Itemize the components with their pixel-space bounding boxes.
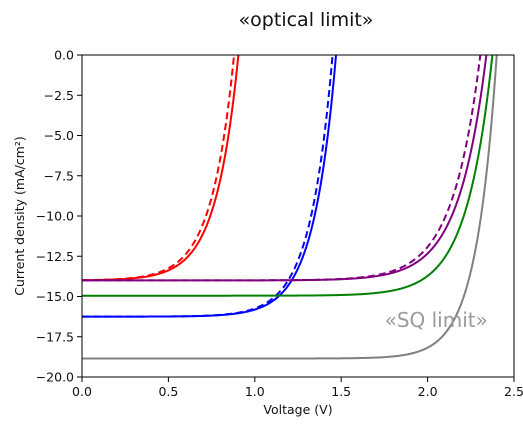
y-axis-ticks: 0.0 −2.5 −5.0 −7.5 −10.0 −12.5 −15.0 −17.5 −20.0: [36, 48, 82, 385]
y-tick-label: −15.0: [36, 289, 74, 304]
series-line-2: [82, 54, 338, 318]
y-tick-label: −17.5: [36, 329, 74, 344]
y-tick-label: −20.0: [36, 370, 74, 385]
y-axis-label: Current density (mA/cm²): [12, 136, 27, 295]
series-line-1: [81, 54, 236, 282]
x-tick-label: 2.5: [504, 384, 523, 399]
y-tick-label: −12.5: [36, 249, 74, 264]
x-tick-label: 0.0: [72, 384, 92, 399]
series-layer: [81, 54, 498, 360]
y-tick-label: −2.5: [44, 88, 74, 103]
x-tick-label: 0.5: [158, 384, 178, 399]
y-tick-label: −7.5: [44, 168, 74, 183]
x-tick-label: 1.5: [331, 384, 351, 399]
chart-title: «optical limit»: [239, 9, 374, 31]
x-axis-ticks: 0.0 0.5 1.0 1.5 2.0 2.5: [72, 377, 523, 399]
y-tick-label: −10.0: [36, 209, 74, 224]
series-line-6: [82, 54, 494, 297]
x-tick-label: 2.0: [418, 384, 438, 399]
x-tick-label: 1.0: [245, 384, 265, 399]
series-line-4: [82, 54, 488, 282]
annotation-layer: «SQ limit»: [385, 308, 488, 332]
y-tick-label: −5.0: [44, 128, 74, 143]
series-line-3: [82, 54, 334, 318]
series-line-5: [82, 54, 482, 282]
y-tick-label: 0.0: [54, 48, 74, 63]
series-line-0: [81, 54, 240, 282]
x-axis-label: Voltage (V): [263, 402, 332, 417]
series-line-7: [82, 54, 498, 360]
sq-limit-annotation: «SQ limit»: [385, 308, 488, 332]
